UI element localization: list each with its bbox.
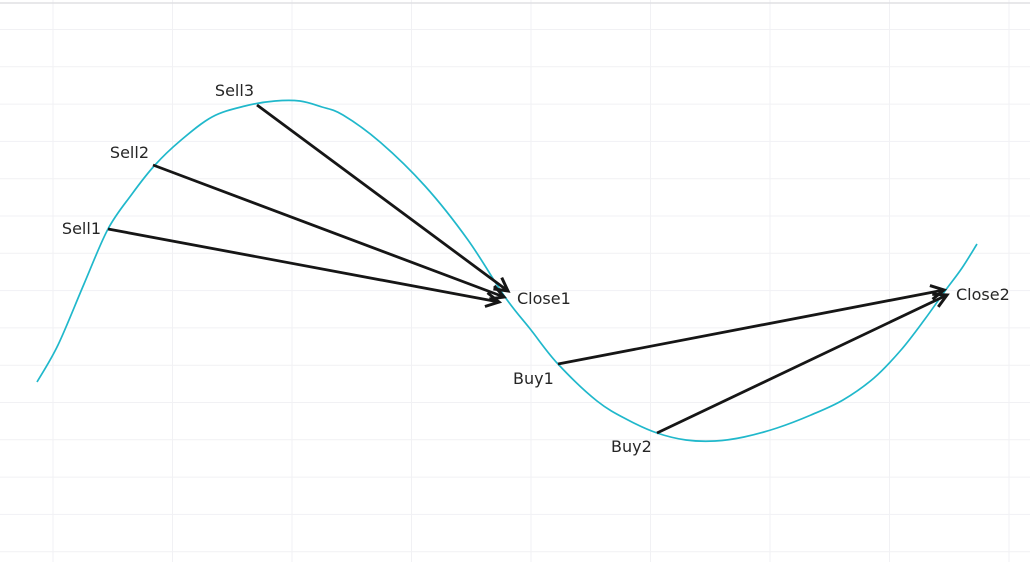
price-curve (36, 99, 978, 443)
annotation-arrow-sell3 (256, 103, 511, 293)
trade-arrows (107, 103, 950, 435)
annotation-arrow-sell1 (107, 227, 503, 308)
trade-labels: Sell1 Sell2 Sell3 Buy1 Buy2 Close1 Close2 (62, 81, 1010, 456)
annotation-label-buy2: Buy2 (611, 437, 652, 456)
annotation-label-close2: Close2 (956, 285, 1010, 304)
annotation-label-sell3: Sell3 (215, 81, 254, 100)
annotation-label-sell1: Sell1 (62, 219, 101, 238)
annotation-label-close1: Close1 (517, 289, 571, 308)
annotation-arrow-buy2 (656, 292, 950, 435)
price-curve-path (36, 99, 978, 443)
annotation-label-sell2: Sell2 (110, 143, 149, 162)
annotation-label-buy1: Buy1 (513, 369, 554, 388)
annotation-arrow-buy1 (557, 284, 948, 366)
annotation-arrow-sell2 (152, 163, 507, 301)
